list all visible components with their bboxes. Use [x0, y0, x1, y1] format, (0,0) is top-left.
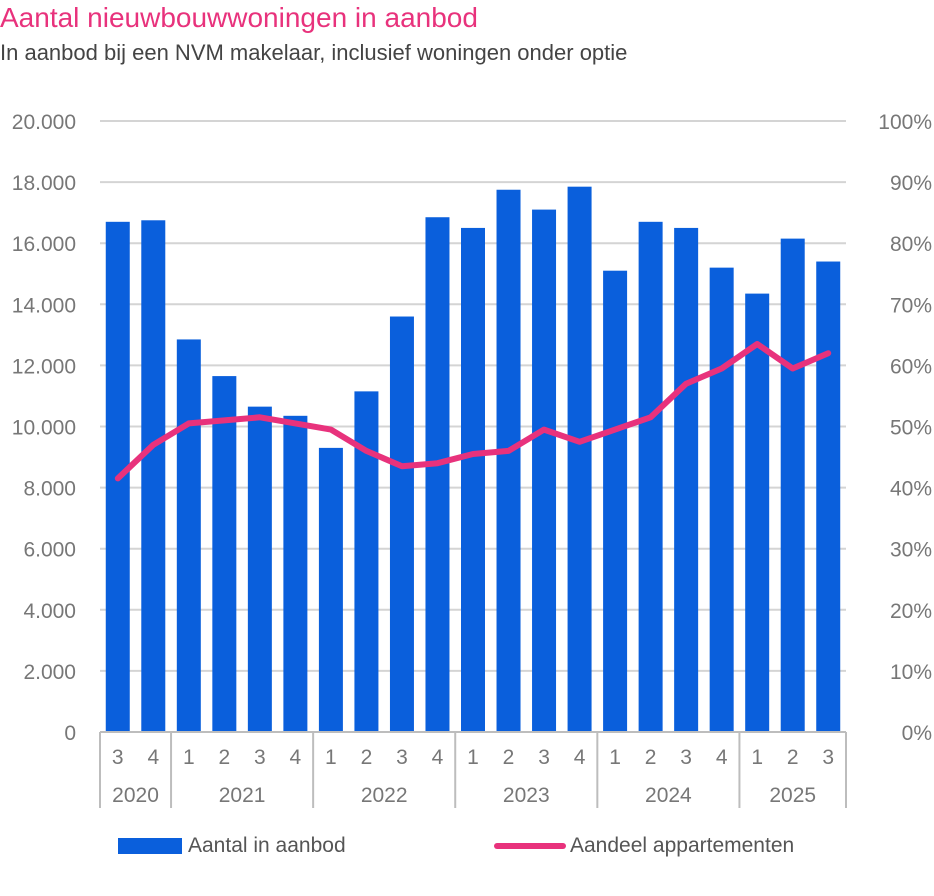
bar — [247, 406, 272, 732]
left-tick-label: 18.000 — [12, 172, 76, 195]
quarter-tick-label: 1 — [609, 746, 621, 769]
line-point — [365, 450, 367, 452]
line-point — [827, 352, 829, 354]
left-tick-label: 20.000 — [12, 111, 76, 134]
bar — [709, 267, 734, 732]
bar — [425, 217, 450, 733]
year-tick-label: 2025 — [769, 784, 816, 807]
year-tick-label: 2024 — [645, 784, 692, 807]
year-tick-label: 2020 — [112, 784, 159, 807]
bar — [745, 293, 770, 732]
line-point — [223, 419, 225, 421]
quarter-tick-label: 3 — [822, 746, 834, 769]
bar — [176, 339, 201, 732]
left-tick-label: 4.000 — [23, 600, 76, 623]
left-tick-label: 10.000 — [12, 417, 76, 440]
bar — [496, 189, 521, 733]
right-tick-label: 30% — [890, 539, 932, 562]
line-point — [294, 422, 296, 424]
legend-line-label: Aandeel appartementen — [570, 834, 795, 857]
year-tick-label: 2022 — [361, 784, 408, 807]
legend-line-swatch — [494, 843, 566, 849]
quarter-tick-label: 1 — [325, 746, 337, 769]
bar — [567, 186, 592, 732]
left-tick-label: 12.000 — [12, 355, 76, 378]
quarter-tick-label: 3 — [254, 746, 266, 769]
quarter-tick-label: 2 — [645, 746, 657, 769]
quarter-tick-label: 1 — [183, 746, 195, 769]
line-point — [579, 441, 581, 443]
right-tick-label: 40% — [890, 478, 932, 501]
left-tick-label: 0 — [64, 722, 76, 745]
line-point — [685, 383, 687, 385]
line-point — [614, 429, 616, 431]
left-tick-label: 8.000 — [23, 478, 76, 501]
legend-item-bars: Aantal in aanbod — [118, 834, 346, 858]
quarter-tick-label: 3 — [396, 746, 408, 769]
line-point — [721, 367, 723, 369]
left-tick-label: 6.000 — [23, 539, 76, 562]
quarter-tick-label: 4 — [432, 746, 444, 769]
left-tick-label: 16.000 — [12, 233, 76, 256]
quarter-tick-label: 3 — [112, 746, 124, 769]
line-point — [401, 465, 403, 467]
right-tick-label: 80% — [890, 233, 932, 256]
line-point — [188, 422, 190, 424]
quarter-tick-label: 2 — [787, 746, 799, 769]
line-point — [472, 453, 474, 455]
line-point — [330, 429, 332, 431]
line-point — [650, 416, 652, 418]
quarter-tick-label: 4 — [574, 746, 586, 769]
quarter-tick-label: 1 — [751, 746, 763, 769]
bar — [816, 261, 841, 732]
quarter-tick-label: 1 — [467, 746, 479, 769]
line-point — [756, 343, 758, 345]
right-tick-label: 70% — [890, 294, 932, 317]
right-tick-label: 60% — [890, 355, 932, 378]
line-point — [259, 416, 261, 418]
bar — [461, 227, 485, 733]
right-tick-label: 10% — [890, 661, 932, 684]
quarter-tick-label: 4 — [147, 746, 159, 769]
right-tick-label: 90% — [890, 172, 932, 195]
bar — [603, 270, 628, 732]
bar — [212, 376, 237, 732]
quarter-tick-label: 4 — [716, 746, 728, 769]
year-tick-label: 2021 — [219, 784, 266, 807]
line-point — [543, 429, 545, 431]
line-point — [508, 450, 510, 452]
bar — [318, 447, 343, 732]
left-tick-label: 2.000 — [23, 661, 76, 684]
line-point — [436, 462, 438, 464]
line-point — [792, 367, 794, 369]
quarter-tick-label: 3 — [538, 746, 550, 769]
bar — [532, 209, 557, 733]
bar — [283, 415, 308, 732]
legend-bar-label: Aantal in aanbod — [188, 834, 346, 857]
quarter-tick-label: 4 — [290, 746, 302, 769]
bar — [780, 238, 805, 732]
right-tick-label: 50% — [890, 417, 932, 440]
line-point — [117, 477, 119, 479]
right-tick-label: 0% — [902, 722, 932, 745]
chart-subtitle: In aanbod bij een NVM makelaar, inclusie… — [0, 40, 628, 65]
year-tick-label: 2023 — [503, 784, 550, 807]
legend-item-line: Aandeel appartementen — [494, 834, 794, 858]
bar — [638, 221, 663, 732]
bar — [674, 227, 699, 733]
right-tick-label: 20% — [890, 600, 932, 623]
quarter-tick-label: 3 — [680, 746, 692, 769]
right-tick-label: 100% — [878, 111, 932, 134]
chart-title: Aantal nieuwbouwwoningen in aanbod — [0, 2, 478, 33]
bar — [389, 316, 414, 732]
bar — [141, 220, 166, 732]
quarter-tick-label: 2 — [361, 746, 373, 769]
left-tick-label: 14.000 — [12, 294, 76, 317]
line-point — [152, 444, 154, 446]
legend-bar-swatch — [118, 838, 182, 854]
quarter-tick-label: 2 — [503, 746, 515, 769]
quarter-tick-label: 2 — [218, 746, 230, 769]
